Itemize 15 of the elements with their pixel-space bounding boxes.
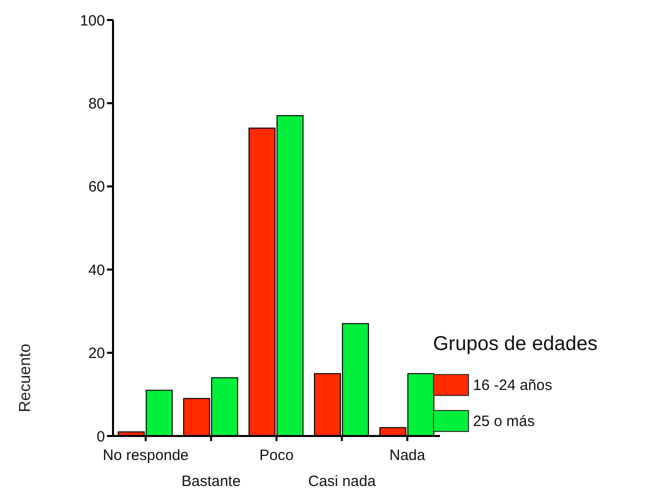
- x-tick-label: Poco: [259, 447, 294, 464]
- x-tick-label: Nada: [389, 447, 426, 464]
- x-tick-label: Bastante: [181, 473, 241, 490]
- x-tick-label: No responde: [102, 447, 189, 464]
- y-tick-label: 40: [88, 262, 105, 279]
- y-tick-label: 20: [88, 345, 105, 362]
- y-tick-label: 100: [80, 12, 105, 30]
- legend-label: 16 -24 años: [473, 376, 552, 394]
- x-tick-label: Casi nada: [308, 473, 376, 490]
- legend-title: Grupos de edades: [433, 333, 598, 356]
- y-axis-title: Recuento: [17, 344, 35, 412]
- y-tick-label: 0: [96, 428, 105, 446]
- legend-label: 25 o más: [473, 412, 535, 430]
- y-tick-label: 60: [88, 178, 105, 196]
- y-tick-label: 80: [88, 96, 105, 113]
